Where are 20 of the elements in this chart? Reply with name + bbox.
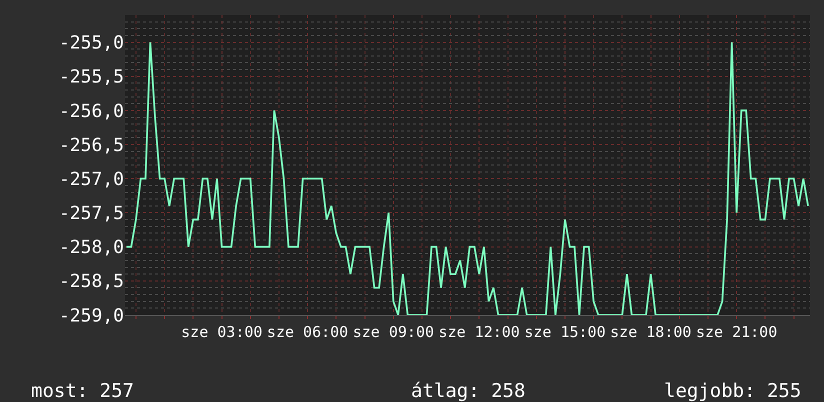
y-tick-label: -257,0 xyxy=(58,168,124,190)
y-tick-label: -256,5 xyxy=(58,134,124,156)
y-tick-label: -259,0 xyxy=(58,305,124,326)
y-tick-label: -255,0 xyxy=(58,32,124,54)
text: legjobb: 255 xyxy=(664,380,802,402)
text: átlag: 258 xyxy=(411,380,526,402)
y-tick-label: -256,0 xyxy=(58,100,124,122)
x-tick-label: sze 21:00 xyxy=(696,323,778,341)
x-tick-label: sze 03:00 xyxy=(181,323,262,341)
x-tick-label: sze 15:00 xyxy=(524,323,606,341)
x-tick-label: sze 12:00 xyxy=(438,323,520,341)
y-tick-label: -255,5 xyxy=(58,66,124,88)
line-series xyxy=(126,41,809,315)
x-tick-label: sze 06:00 xyxy=(266,323,348,341)
y-tick-label: -257,5 xyxy=(58,203,124,224)
y-tick-label: -258,0 xyxy=(58,237,124,258)
x-tick-label: sze 09:00 xyxy=(352,323,434,341)
x-tick-label: sze 18:00 xyxy=(610,323,692,341)
y-tick-label: -258,5 xyxy=(58,271,124,292)
text: most: 257 xyxy=(31,380,134,402)
